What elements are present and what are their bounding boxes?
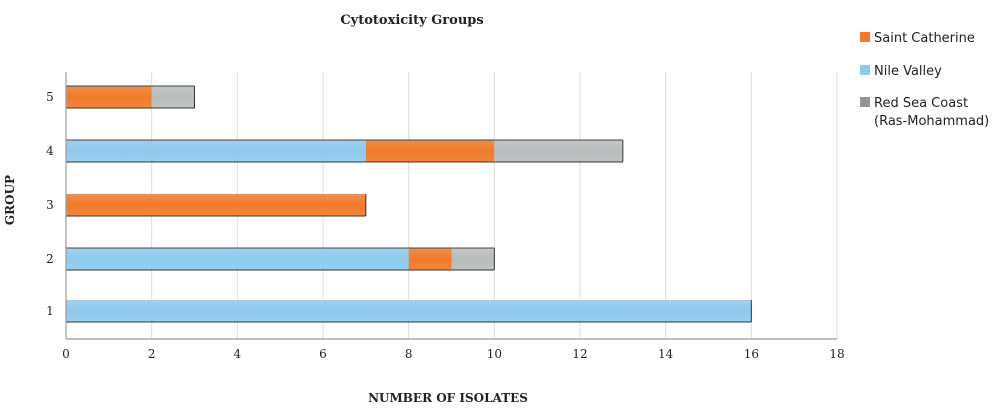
bar-nile-group-2 <box>66 248 409 270</box>
y-tick-label: 5 <box>46 90 54 104</box>
bar-saint-group-5 <box>66 86 152 108</box>
x-tick-label: 14 <box>658 347 674 361</box>
bar-saint-group-3 <box>66 194 366 216</box>
axes <box>65 72 837 340</box>
y-tick-label: 2 <box>46 252 54 266</box>
x-tick-label: 10 <box>487 347 502 361</box>
orange-square-icon <box>860 32 870 42</box>
x-tick-label: 4 <box>234 347 242 361</box>
y-tick-labels: 1 2 3 4 5 <box>46 90 54 318</box>
bars <box>66 85 752 323</box>
x-tick-labels: 0 2 4 6 8 10 12 14 16 18 <box>62 347 844 361</box>
legend: Saint Catherine Nile Valley Red Sea Coast (… <box>860 31 989 129</box>
x-tick-label: 16 <box>744 347 759 361</box>
x-tick-label: 0 <box>62 347 70 361</box>
y-axis-title: GROUP <box>3 175 17 225</box>
legend-label: (Ras-Mohammad) <box>874 114 989 129</box>
x-tick-label: 2 <box>148 347 156 361</box>
blue-square-icon <box>860 65 870 75</box>
legend-label: Red Sea Coast <box>874 96 968 111</box>
x-tick-label: 18 <box>829 347 844 361</box>
chart-title: Cytotoxicity Groups <box>340 13 483 28</box>
y-tick-label: 4 <box>46 144 54 158</box>
bar-red-group-2 <box>451 248 495 270</box>
bar-red-group-4 <box>494 140 623 162</box>
x-axis-title: NUMBER OF ISOLATES <box>368 391 528 405</box>
legend-label: Nile Valley <box>874 64 942 79</box>
bar-nile-group-1 <box>66 300 752 322</box>
bar-nile-group-4 <box>66 140 366 162</box>
y-tick-label: 1 <box>46 304 54 318</box>
x-tick-label: 12 <box>572 347 587 361</box>
bar-red-group-5 <box>151 86 195 108</box>
legend-label: Saint Catherine <box>874 31 975 46</box>
bar-saint-group-2 <box>408 248 452 270</box>
x-tick-label: 8 <box>405 347 413 361</box>
x-tick-label: 6 <box>319 347 327 361</box>
gray-square-icon <box>860 97 870 107</box>
y-tick-label: 3 <box>46 198 54 212</box>
grid-lines <box>151 72 838 339</box>
bar-saint-group-4 <box>365 140 495 162</box>
